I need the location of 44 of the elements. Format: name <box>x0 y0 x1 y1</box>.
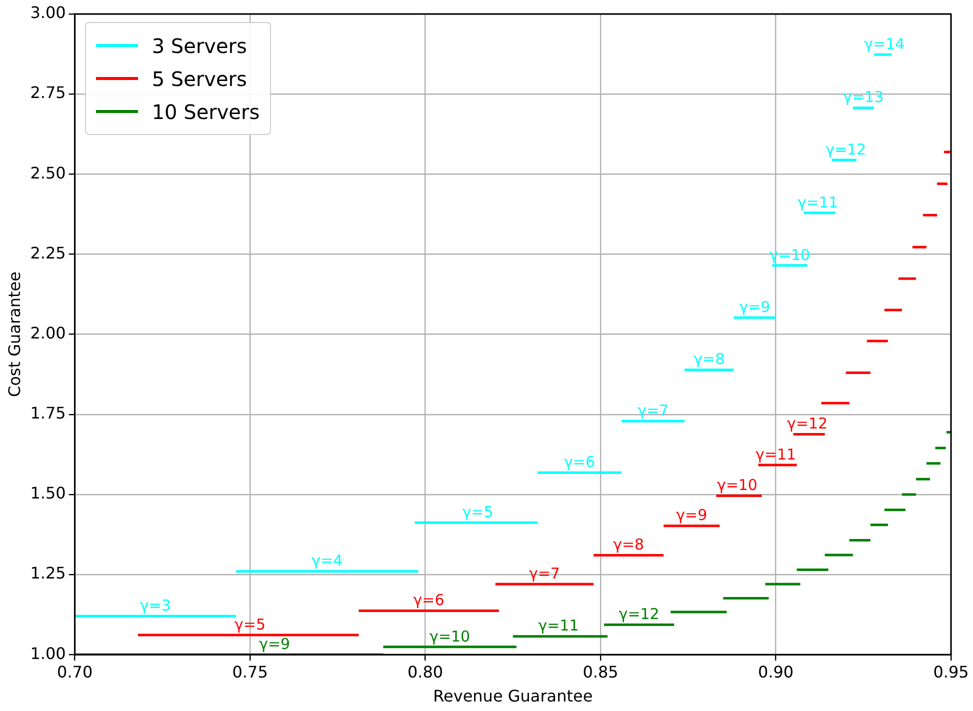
x-tick-label: 0.75 <box>232 662 268 682</box>
y-tick-label: 1.25 <box>30 564 66 583</box>
annotation: γ=9 <box>259 634 290 653</box>
y-tick-label: 2.00 <box>30 323 66 342</box>
y-tick-label: 1.00 <box>30 644 66 663</box>
annotation: γ=5 <box>462 503 494 522</box>
y-tick-label: 1.75 <box>30 404 66 423</box>
annotation: γ=9 <box>676 506 708 524</box>
annotation: γ=12 <box>826 140 866 158</box>
annotation: γ=10 <box>430 627 470 646</box>
annotation: γ=6 <box>413 591 444 610</box>
annotation: γ=8 <box>613 536 644 554</box>
annotation: γ=12 <box>787 414 828 433</box>
legend-label: 10 Servers <box>152 100 260 124</box>
annotation: γ=7 <box>638 401 669 420</box>
annotation: γ=4 <box>312 552 343 570</box>
annotation: γ=11 <box>755 445 796 464</box>
legend-label: 5 Servers <box>152 66 247 90</box>
y-tick-label: 2.50 <box>30 163 66 182</box>
annotation: γ=12 <box>618 605 660 624</box>
annotation: γ=11 <box>798 193 838 212</box>
y-axis-title: Cost Guarantee <box>4 272 24 398</box>
annotation: γ=7 <box>528 564 560 583</box>
annotation: γ=10 <box>716 476 758 494</box>
x-tick-label: 0.80 <box>407 662 444 682</box>
annotation: γ=13 <box>843 88 884 106</box>
x-tick-label: 0.85 <box>582 662 618 682</box>
x-tick-label: 0.90 <box>758 662 794 682</box>
y-tick-label: 1.50 <box>30 484 66 503</box>
annotation: γ=6 <box>564 453 595 472</box>
x-tick-label: 0.70 <box>57 662 93 682</box>
legend-label: 3 Servers <box>152 34 247 58</box>
x-tick-label: 0.95 <box>933 662 969 682</box>
y-tick-label: 2.25 <box>30 243 66 262</box>
annotation: γ=8 <box>694 350 725 368</box>
annotation: γ=11 <box>538 616 579 635</box>
y-tick-label: 2.75 <box>30 83 66 102</box>
annotation: γ=3 <box>140 596 171 615</box>
annotation: γ=9 <box>739 298 770 316</box>
annotation: γ=5 <box>234 615 266 634</box>
annotation: γ=14 <box>864 35 905 54</box>
annotation: γ=10 <box>770 246 810 264</box>
y-tick-label: 3.00 <box>30 3 66 22</box>
x-axis-title: Revenue Guarantee <box>433 686 593 706</box>
